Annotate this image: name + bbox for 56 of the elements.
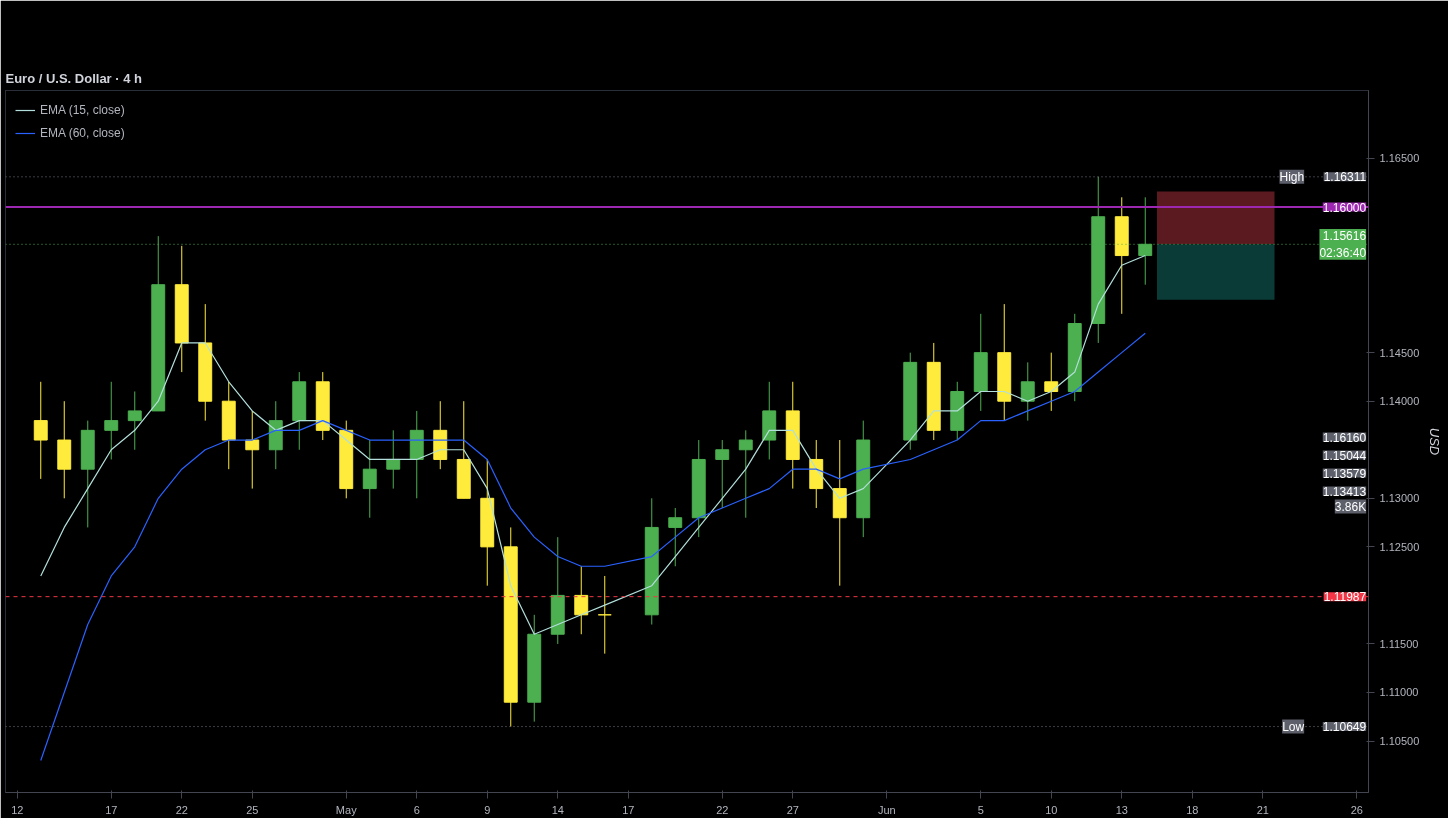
line-series [40, 332, 1146, 762]
x-tick-label: 6 [413, 803, 420, 816]
annotation: 1.15616 02:36:40 [1319, 228, 1367, 260]
candlestick [127, 391, 142, 451]
y-tick-label: 1.14000 [1379, 395, 1420, 408]
y-tick-label: 1.11500 [1379, 637, 1419, 650]
y-tick-label: 1.14500 [1379, 346, 1420, 359]
x-tick-label: 9 [484, 803, 491, 816]
annotation: 1.16311 [1323, 170, 1367, 185]
candlestick [1020, 361, 1035, 422]
x-tick-label: 21 [1256, 803, 1269, 816]
candlestick [597, 575, 612, 655]
y-tick-label: 1.12500 [1379, 540, 1420, 553]
ref-line-label: Low [1282, 719, 1305, 734]
candlestick [574, 565, 589, 635]
y-tick-label: 1.11000 [1379, 686, 1419, 699]
x-tick-label: 27 [786, 803, 799, 816]
candlestick [1044, 352, 1059, 412]
x-tick-label: 22 [716, 803, 729, 816]
candlestick [715, 439, 730, 509]
candlestick [104, 381, 119, 460]
x-tick-label: 17 [105, 803, 118, 816]
x-tick-label: May [335, 803, 358, 816]
annotation: 1.11987 [1323, 590, 1367, 605]
y-tick-label: 1.16500 [1379, 152, 1420, 165]
legend-label: EMA (15, close) [40, 103, 125, 117]
candlestick [386, 429, 401, 490]
x-tick-label: 14 [551, 803, 564, 816]
annotation: 1.10649 [1322, 720, 1367, 735]
x-tick-label: 5 [977, 803, 984, 816]
candlestick [362, 439, 377, 519]
candlestick [738, 429, 753, 519]
chart-title: Euro / U.S. Dollar · 4 h [5, 70, 143, 86]
ref-line-label: High [1279, 169, 1305, 184]
y-tick-label: 1.10500 [1379, 735, 1420, 748]
annotation: 3.86K [1334, 499, 1367, 514]
candlestick [668, 507, 683, 567]
candlestick [245, 410, 260, 490]
y-axis-title: USD [1427, 427, 1443, 456]
candlestick [33, 381, 48, 480]
annotation: 1.13413 [1322, 484, 1367, 499]
x-tick-label: 25 [246, 803, 259, 816]
x-tick-label: 10 [1045, 803, 1058, 816]
x-tick-label: 26 [1350, 803, 1363, 816]
x-tick-label: 22 [175, 803, 188, 816]
annotation: 1.15044 [1322, 448, 1367, 463]
x-tick-label: 17 [622, 803, 635, 816]
x-tick-label: 12 [11, 803, 24, 816]
y-tick-label: 1.13000 [1379, 492, 1420, 505]
x-tick-label: 13 [1115, 803, 1128, 816]
annotation: 1.16160 [1322, 430, 1367, 445]
x-tick-label: 18 [1186, 803, 1199, 816]
x-tick-label: Jun [877, 803, 896, 816]
annotation: 1.16000 [1322, 200, 1367, 215]
annotation: 1.13579 [1322, 466, 1367, 481]
legend-label: EMA (60, close) [40, 126, 125, 140]
